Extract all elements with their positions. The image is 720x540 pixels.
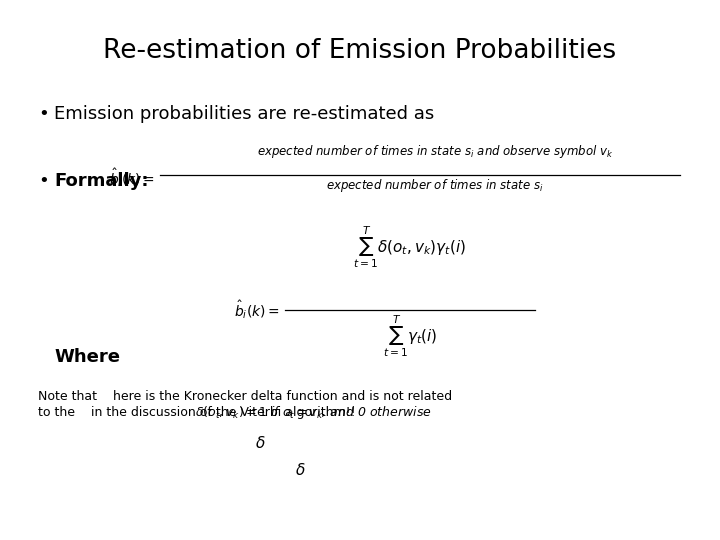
Text: Where: Where (54, 348, 120, 366)
Text: $\delta(o_t, v_k) = 1$ if $o_t = v_k$, and 0 otherwise: $\delta(o_t, v_k) = 1$ if $o_t = v_k$, a… (195, 405, 432, 421)
Text: $\sum_{t=1}^{T}\gamma_t(i)$: $\sum_{t=1}^{T}\gamma_t(i)$ (383, 313, 437, 359)
Text: $\delta$: $\delta$ (255, 435, 266, 451)
Text: •: • (38, 172, 49, 190)
Text: $\delta$: $\delta$ (295, 462, 305, 478)
Text: Note that    here is the Kronecker delta function and is not related: Note that here is the Kronecker delta fu… (38, 390, 452, 403)
Text: $\hat{b}_i(k) =$: $\hat{b}_i(k) =$ (109, 167, 155, 190)
Text: $\sum_{t=1}^{T}\delta(o_t,v_k)\gamma_t(i)$: $\sum_{t=1}^{T}\delta(o_t,v_k)\gamma_t(i… (354, 225, 467, 270)
Text: Re-estimation of Emission Probabilities: Re-estimation of Emission Probabilities (104, 38, 616, 64)
Text: to the    in the discussion of the Viterbi algorithm!!: to the in the discussion of the Viterbi … (38, 406, 356, 419)
Text: •: • (38, 105, 49, 123)
Text: Formally:: Formally: (54, 172, 148, 190)
Text: Emission probabilities are re-estimated as: Emission probabilities are re-estimated … (54, 105, 434, 123)
Text: $\hat{b}_i(k) =$: $\hat{b}_i(k) =$ (234, 299, 280, 321)
Text: expected number of times in state $s_i$: expected number of times in state $s_i$ (326, 177, 544, 194)
Text: expected number of times in state $s_i$ and observe symbol $v_k$: expected number of times in state $s_i$ … (257, 143, 613, 160)
